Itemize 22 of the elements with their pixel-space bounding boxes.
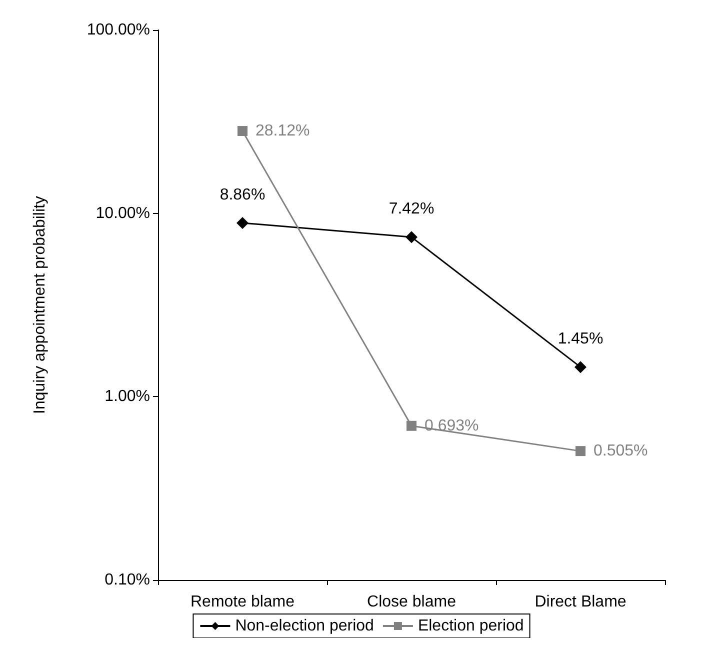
y-tick-label: 100.00%: [86, 22, 150, 38]
y-tick-label: 0.10%: [104, 572, 150, 588]
point: [236, 216, 248, 229]
point: [238, 126, 248, 136]
data-label: 1.45%: [558, 330, 604, 348]
data-label: 7.42%: [388, 200, 434, 218]
x-tick-label: Remote blame: [190, 594, 295, 610]
legend-label: Election period: [418, 618, 524, 634]
x-tick-label: Close blame: [367, 594, 456, 610]
data-label: 28.12%: [256, 122, 310, 140]
x-tick-label: Direct Blame: [534, 594, 626, 610]
data-label: 8.86%: [220, 186, 266, 204]
data-label: 0.693%: [424, 417, 479, 434]
point: [406, 420, 416, 431]
legend-label: Non-election period: [235, 618, 374, 634]
point: [406, 231, 418, 244]
y-tick-label: 1.00%: [104, 388, 150, 406]
point: [576, 446, 586, 456]
data-label: 0.505%: [594, 442, 648, 460]
y-axis-title: Inquiry appointment probability: [32, 196, 48, 414]
y-tick-label: 10.00%: [96, 204, 150, 222]
point: [574, 361, 586, 374]
